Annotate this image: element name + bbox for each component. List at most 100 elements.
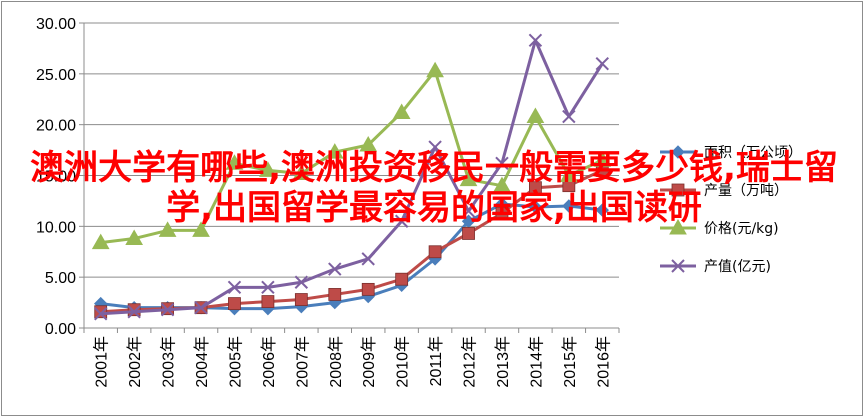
series-x	[94, 33, 609, 321]
data-point	[361, 252, 375, 266]
series-line	[100, 69, 603, 245]
legend-item: 价格(元/kg)	[660, 218, 779, 237]
series-diamond	[94, 197, 609, 316]
data-point	[194, 300, 208, 315]
data-point-stroke	[294, 275, 309, 289]
data-point	[495, 206, 509, 220]
data-point	[227, 280, 242, 295]
data-point	[192, 221, 210, 237]
data-point	[228, 297, 241, 311]
axes: 0.00 5.00 10.00 15.00 20.00 25.00 30.00 2001年 20…	[36, 16, 620, 388]
x-tick-label: 2013年	[494, 336, 512, 388]
data-point	[292, 164, 311, 180]
data-point-stroke	[328, 262, 342, 276]
data-point	[495, 156, 509, 171]
data-point	[394, 214, 409, 228]
data-point-stroke	[127, 305, 141, 319]
legend-label: 产量（万吨）	[704, 183, 788, 199]
legend-item: 产值(亿元)	[660, 259, 771, 275]
data-point	[595, 56, 609, 71]
legend: 面积（万公顷） 产量（万吨） 价格(元/kg) 产值(亿元)	[660, 145, 802, 275]
data-point-stroke	[495, 156, 509, 171]
x-tick-label: 2009年	[360, 336, 378, 388]
data-point	[294, 293, 308, 306]
data-point	[671, 145, 685, 159]
x-tick-label: 2010年	[394, 336, 412, 388]
data-point	[328, 262, 342, 276]
legend-label: 面积（万公顷）	[704, 145, 802, 161]
x-tick-label: 2004年	[193, 336, 211, 388]
data-point-stroke	[361, 252, 375, 266]
x-tick-label: 2015年	[561, 336, 579, 388]
data-point	[428, 140, 442, 154]
series-line	[100, 169, 603, 314]
data-point	[559, 166, 578, 182]
data-point	[328, 288, 342, 301]
data-point	[160, 302, 175, 317]
data-point	[294, 275, 309, 289]
data-point	[526, 107, 545, 124]
data-point	[461, 204, 476, 218]
series-triangle	[91, 61, 612, 250]
legend-label: 价格(元/kg)	[704, 221, 779, 237]
data-point-stroke	[94, 307, 108, 321]
data-point-stroke	[194, 300, 208, 315]
data-point-stroke	[227, 280, 242, 295]
data-point-stroke	[562, 109, 576, 124]
data-point	[325, 143, 344, 159]
data-point	[528, 200, 543, 214]
data-point-stroke	[671, 259, 685, 273]
data-point	[529, 181, 542, 195]
x-tick-label: 2005年	[226, 336, 244, 388]
data-point	[671, 183, 685, 197]
data-point	[428, 245, 442, 259]
data-point-stroke	[261, 280, 275, 295]
gridlines	[84, 22, 619, 329]
x-tick-label: 2006年	[260, 336, 278, 388]
data-point	[127, 303, 141, 317]
y-tick-label: 30.00	[36, 16, 76, 33]
data-point	[259, 161, 277, 177]
data-point	[595, 203, 609, 217]
data-point	[94, 307, 108, 321]
data-point-stroke	[160, 302, 175, 317]
data-point-stroke	[461, 204, 476, 218]
data-point	[462, 227, 475, 240]
data-point	[671, 259, 685, 273]
data-point	[593, 151, 612, 167]
x-tick-label: 2003年	[160, 336, 178, 388]
data-point	[127, 305, 141, 319]
y-tick-label: 10.00	[36, 219, 76, 236]
y-tick-label: 5.00	[45, 270, 76, 287]
x-tick-label: 2016年	[594, 336, 612, 388]
data-point	[562, 199, 576, 213]
data-point	[225, 154, 244, 170]
series-square	[94, 164, 609, 319]
data-point	[125, 229, 144, 246]
y-tick-label: 15.00	[36, 169, 76, 186]
data-point	[91, 233, 110, 250]
x-tick-label: 2007年	[293, 336, 311, 388]
legend-item: 产量（万吨）	[660, 183, 788, 199]
data-point	[158, 221, 177, 237]
y-tick-label: 25.00	[36, 67, 76, 84]
x-tick-label: 2014年	[527, 336, 545, 388]
data-point-stroke	[595, 56, 609, 71]
data-point-stroke	[428, 140, 442, 154]
data-point	[361, 282, 375, 296]
data-point	[493, 176, 511, 193]
data-point	[359, 135, 378, 152]
data-point	[562, 109, 576, 124]
legend-item: 面积（万公顷）	[660, 145, 802, 161]
x-tick-label: 2008年	[327, 336, 345, 388]
data-point	[261, 280, 275, 295]
x-tick-label: 2002年	[126, 336, 144, 388]
x-tick-label: 2012年	[461, 336, 479, 388]
x-tick-label: 2001年	[93, 336, 111, 388]
data-point-stroke	[528, 33, 543, 47]
data-point	[426, 61, 444, 78]
y-tick-label: 20.00	[36, 118, 76, 135]
data-point	[669, 218, 687, 235]
series-line	[100, 38, 604, 316]
data-point	[392, 103, 411, 119]
